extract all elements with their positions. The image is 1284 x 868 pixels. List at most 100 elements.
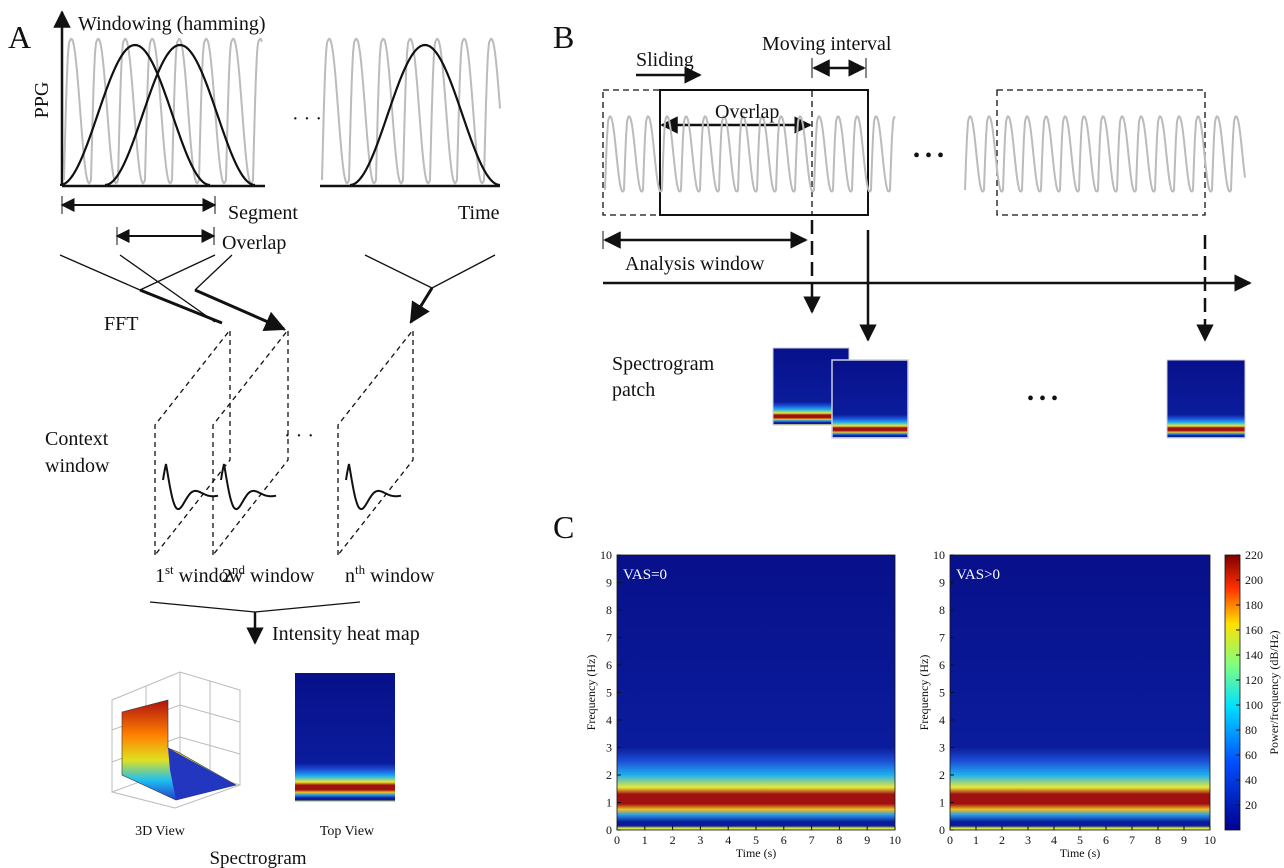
hamming-window <box>59 43 211 187</box>
label: Overlap <box>222 232 286 254</box>
spectrogram <box>616 554 896 831</box>
ppg-wave <box>964 115 1246 193</box>
y-tick-label: 6 <box>939 658 945 672</box>
y-tick-label: 10 <box>600 548 612 562</box>
hamming-window <box>104 43 256 187</box>
label: 3D View <box>135 824 186 839</box>
ppg-wave <box>321 37 501 185</box>
window-number: 1 <box>155 565 165 587</box>
window-number: n <box>345 565 355 587</box>
y-tick-label: 8 <box>939 603 945 617</box>
label: Analysis window <box>625 253 765 275</box>
panel-label: B <box>553 19 574 55</box>
label: FFT <box>104 313 138 335</box>
colorbar-label: Power/frequency (dB/Hz) <box>1267 630 1281 754</box>
y-tick-label: 7 <box>606 631 612 645</box>
spectrum-curve <box>345 463 402 511</box>
y-tick-label: 1 <box>939 796 945 810</box>
y-tick-label: 9 <box>606 576 612 590</box>
context-window <box>212 328 289 557</box>
x-tick-label: 5 <box>1077 833 1083 847</box>
x-axis-label: Time (s) <box>1060 846 1101 860</box>
y-tick-label: 3 <box>939 741 945 755</box>
x-tick-label: 10 <box>889 833 901 847</box>
x-tick-label: 10 <box>1204 833 1216 847</box>
y-tick-label: 5 <box>939 686 945 700</box>
colorbar-tick-label: 160 <box>1245 623 1263 637</box>
colorbar-tick-label: 220 <box>1245 548 1263 562</box>
x-axis-label: Time (s) <box>736 846 777 860</box>
window-text: window <box>179 565 244 587</box>
ellipsis: · · · <box>284 425 314 447</box>
y-axis-label: Frequency (Hz) <box>917 655 931 731</box>
colorbar-tick-label: 80 <box>1245 723 1257 737</box>
context-window <box>154 328 231 557</box>
panel-label: C <box>553 509 574 545</box>
x-tick-label: 1 <box>973 833 979 847</box>
annotation: VAS=0 <box>623 567 667 583</box>
x-tick-label: 3 <box>697 833 703 847</box>
x-tick-label: 6 <box>1103 833 1109 847</box>
y-tick-label: 9 <box>939 576 945 590</box>
axis-label: PPG <box>31 82 53 119</box>
y-tick-label: 3 <box>606 741 612 755</box>
x-tick-label: 1 <box>642 833 648 847</box>
window-suffix: th <box>355 562 366 577</box>
colorbar-tick-label: 40 <box>1245 773 1257 787</box>
hamming-window <box>349 43 501 187</box>
colorbar-tick-label: 180 <box>1245 598 1263 612</box>
x-tick-label: 8 <box>1155 833 1161 847</box>
label: Intensity heat map <box>272 623 420 645</box>
window-label: 1st window <box>155 562 244 587</box>
window-label: nth window <box>345 562 435 587</box>
label: Segment <box>228 202 298 224</box>
y-tick-label: 5 <box>606 686 612 700</box>
spectrum-curve <box>162 463 219 511</box>
window-number: 2 <box>222 565 232 587</box>
x-tick-label: 0 <box>947 833 953 847</box>
label: patch <box>612 379 655 401</box>
label: Context <box>45 428 109 450</box>
spectrogram <box>949 554 1211 831</box>
x-tick-label: 2 <box>999 833 1005 847</box>
window-suffix: nd <box>232 562 246 577</box>
axis-label: Time <box>458 202 500 224</box>
panel-label: A <box>8 19 31 55</box>
y-tick-label: 0 <box>606 823 612 837</box>
colorbar-tick-label: 200 <box>1245 573 1263 587</box>
x-tick-label: 7 <box>809 833 815 847</box>
ellipsis: • • • <box>1027 388 1058 410</box>
label: Top View <box>320 824 375 839</box>
window-suffix: st <box>165 562 174 577</box>
label: Moving interval <box>762 33 892 55</box>
x-tick-label: 4 <box>1051 833 1057 847</box>
window-text: window <box>370 565 435 587</box>
x-tick-label: 3 <box>1025 833 1031 847</box>
y-axis-label: Frequency (Hz) <box>584 655 598 731</box>
y-tick-label: 2 <box>606 768 612 782</box>
x-tick-label: 0 <box>614 833 620 847</box>
y-tick-label: 4 <box>939 713 945 727</box>
x-tick-label: 8 <box>836 833 842 847</box>
y-tick-label: 0 <box>939 823 945 837</box>
y-tick-label: 1 <box>606 796 612 810</box>
label: window <box>45 455 110 477</box>
y-tick-label: 4 <box>606 713 612 727</box>
context-window <box>337 328 414 557</box>
window-text: window <box>250 565 315 587</box>
y-tick-label: 6 <box>606 658 612 672</box>
x-tick-label: 2 <box>670 833 676 847</box>
y-tick-label: 2 <box>939 768 945 782</box>
y-tick-label: 7 <box>939 631 945 645</box>
colorbar-tick-label: 60 <box>1245 748 1257 762</box>
y-tick-label: 8 <box>606 603 612 617</box>
layout <box>53 10 1252 831</box>
colorbar-tick-label: 140 <box>1245 648 1263 662</box>
colorbar-tick-label: 120 <box>1245 673 1263 687</box>
spectrum-curve <box>220 463 277 511</box>
label: Overlap <box>715 101 779 123</box>
window-label: 2nd window <box>222 562 315 587</box>
ppg-wave <box>604 115 896 193</box>
